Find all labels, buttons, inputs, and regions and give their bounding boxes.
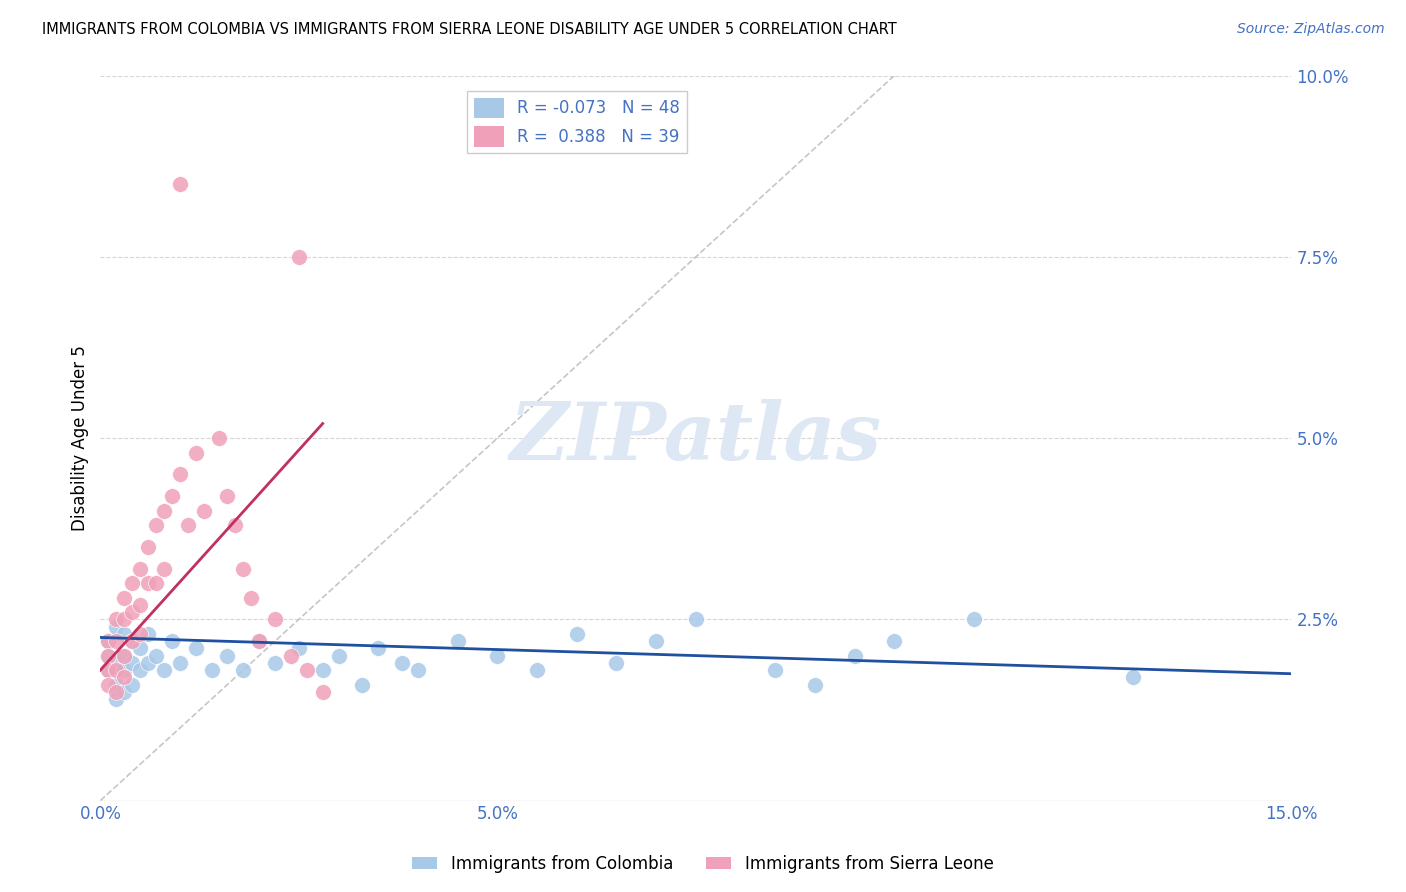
Point — [105, 663, 128, 677]
Point — [145, 518, 167, 533]
Point — [565, 627, 588, 641]
Point — [112, 670, 135, 684]
Text: Source: ZipAtlas.com: Source: ZipAtlas.com — [1237, 22, 1385, 37]
Point — [169, 467, 191, 482]
Point — [105, 677, 128, 691]
Point — [963, 612, 986, 626]
Point — [160, 634, 183, 648]
Point — [645, 634, 668, 648]
Point — [136, 656, 159, 670]
Point — [105, 612, 128, 626]
Point — [136, 540, 159, 554]
Point — [136, 627, 159, 641]
Point — [763, 663, 786, 677]
Point — [184, 641, 207, 656]
Text: IMMIGRANTS FROM COLOMBIA VS IMMIGRANTS FROM SIERRA LEONE DISABILITY AGE UNDER 5 : IMMIGRANTS FROM COLOMBIA VS IMMIGRANTS F… — [42, 22, 897, 37]
Point — [605, 656, 627, 670]
Point — [486, 648, 509, 663]
Point — [105, 656, 128, 670]
Point — [804, 677, 827, 691]
Point — [391, 656, 413, 670]
Point — [112, 648, 135, 663]
Point — [328, 648, 350, 663]
Point — [232, 561, 254, 575]
Point — [685, 612, 707, 626]
Point — [145, 576, 167, 591]
Point — [184, 445, 207, 459]
Point — [200, 663, 222, 677]
Point — [193, 503, 215, 517]
Point — [264, 656, 287, 670]
Point — [247, 634, 270, 648]
Point — [153, 503, 176, 517]
Point — [247, 634, 270, 648]
Point — [406, 663, 429, 677]
Point — [129, 561, 152, 575]
Point — [129, 598, 152, 612]
Point — [97, 634, 120, 648]
Legend: R = -0.073   N = 48, R =  0.388   N = 39: R = -0.073 N = 48, R = 0.388 N = 39 — [467, 91, 686, 153]
Point — [288, 641, 311, 656]
Point — [112, 627, 135, 641]
Point — [208, 431, 231, 445]
Point — [112, 648, 135, 663]
Point — [97, 648, 120, 663]
Point — [97, 663, 120, 677]
Point — [121, 634, 143, 648]
Point — [112, 591, 135, 605]
Legend: Immigrants from Colombia, Immigrants from Sierra Leone: Immigrants from Colombia, Immigrants fro… — [406, 848, 1000, 880]
Point — [129, 663, 152, 677]
Point — [1122, 670, 1144, 684]
Point — [112, 612, 135, 626]
Point — [352, 677, 374, 691]
Point — [105, 692, 128, 706]
Point — [153, 561, 176, 575]
Y-axis label: Disability Age Under 5: Disability Age Under 5 — [72, 345, 89, 531]
Text: ZIPatlas: ZIPatlas — [510, 400, 882, 477]
Point — [97, 634, 120, 648]
Point — [312, 663, 335, 677]
Point — [844, 648, 866, 663]
Point — [883, 634, 905, 648]
Point — [121, 576, 143, 591]
Point — [105, 619, 128, 633]
Point — [526, 663, 548, 677]
Point — [129, 641, 152, 656]
Point — [153, 663, 176, 677]
Point — [97, 648, 120, 663]
Point — [121, 634, 143, 648]
Point — [169, 656, 191, 670]
Point — [280, 648, 302, 663]
Point — [112, 663, 135, 677]
Point — [160, 489, 183, 503]
Point — [169, 178, 191, 192]
Point — [217, 648, 239, 663]
Point — [367, 641, 389, 656]
Point — [129, 627, 152, 641]
Point — [224, 518, 246, 533]
Point — [105, 634, 128, 648]
Point — [217, 489, 239, 503]
Point — [312, 685, 335, 699]
Point — [121, 605, 143, 619]
Point — [112, 685, 135, 699]
Point — [121, 677, 143, 691]
Point — [145, 648, 167, 663]
Point — [176, 518, 198, 533]
Point — [105, 685, 128, 699]
Point — [121, 656, 143, 670]
Point — [136, 576, 159, 591]
Point — [288, 250, 311, 264]
Point — [97, 677, 120, 691]
Point — [295, 663, 318, 677]
Point — [240, 591, 263, 605]
Point — [97, 663, 120, 677]
Point — [232, 663, 254, 677]
Point — [264, 612, 287, 626]
Point — [447, 634, 470, 648]
